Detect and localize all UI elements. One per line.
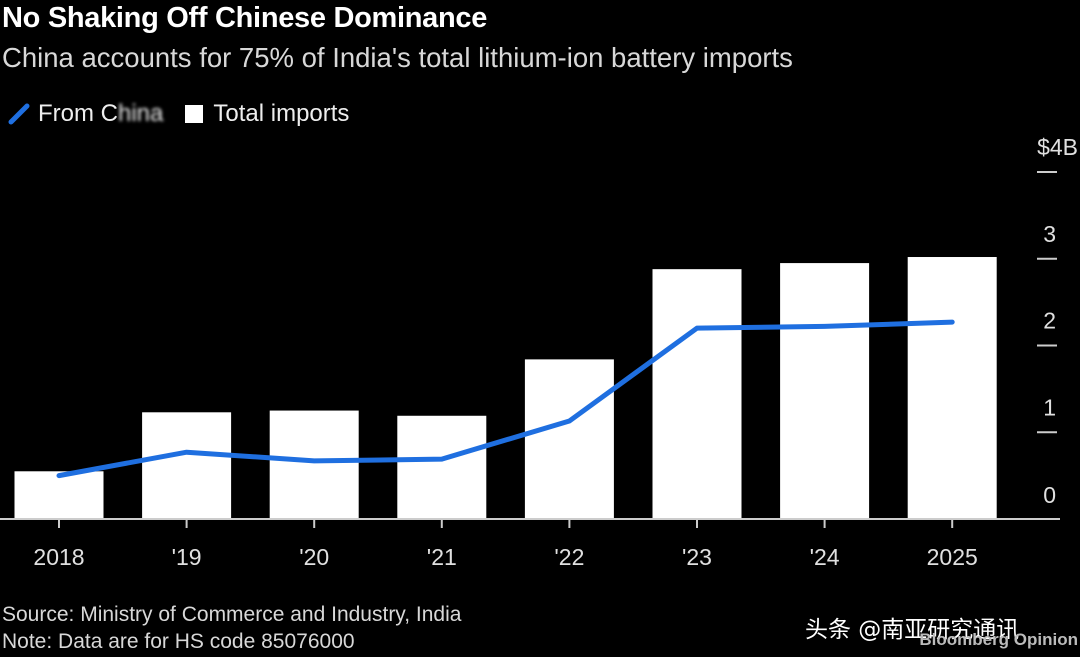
bar-5 (652, 269, 742, 519)
x-tick-label-6: '24 (810, 544, 840, 570)
x-tick-label-0: 2018 (33, 544, 84, 570)
y-tick-label-1: 1 (1043, 394, 1056, 420)
bar-4 (524, 359, 614, 519)
series-line-from-china (56, 319, 955, 479)
x-tick-label-5: '23 (682, 544, 712, 570)
bar-swatch-icon (185, 105, 204, 123)
chart-subtitle: China accounts for 75% of India's total … (2, 42, 793, 73)
y-tick-label-0: 0 (1043, 482, 1056, 508)
legend-item-bar: Total imports (185, 100, 349, 128)
data-note: Note: Data are for HS code 85076000 (2, 630, 355, 653)
legend-bar-label: Total imports (213, 100, 350, 127)
line-swatch-icon (8, 103, 30, 125)
chart-title: No Shaking Off Chinese Dominance (2, 2, 488, 34)
bar-1 (142, 412, 232, 519)
bar-2 (269, 410, 359, 519)
bar-0 (14, 471, 104, 519)
x-tick-label-1: '19 (172, 544, 202, 570)
bar-3 (397, 415, 487, 519)
brand-logo: Bloomberg Opinion (919, 630, 1078, 649)
watermark: 头条 @南亚研究通讯 (805, 617, 1020, 643)
bar-7 (907, 257, 997, 519)
legend-line-label-obscured: hina (118, 100, 164, 127)
source-note: Source: Ministry of Commerce and Industr… (2, 603, 462, 626)
y-tick-label-4: $4B (1037, 134, 1078, 160)
x-tick-label-2: '20 (299, 544, 329, 570)
x-tick-label-7: 2025 (927, 544, 978, 570)
legend-line-label: From C (38, 100, 118, 127)
y-tick-label-2: 2 (1043, 308, 1056, 334)
x-tick-label-4: '22 (554, 544, 584, 570)
y-tick-label-3: 3 (1043, 221, 1056, 247)
bar-6 (780, 263, 870, 519)
x-tick-label-3: '21 (427, 544, 457, 570)
